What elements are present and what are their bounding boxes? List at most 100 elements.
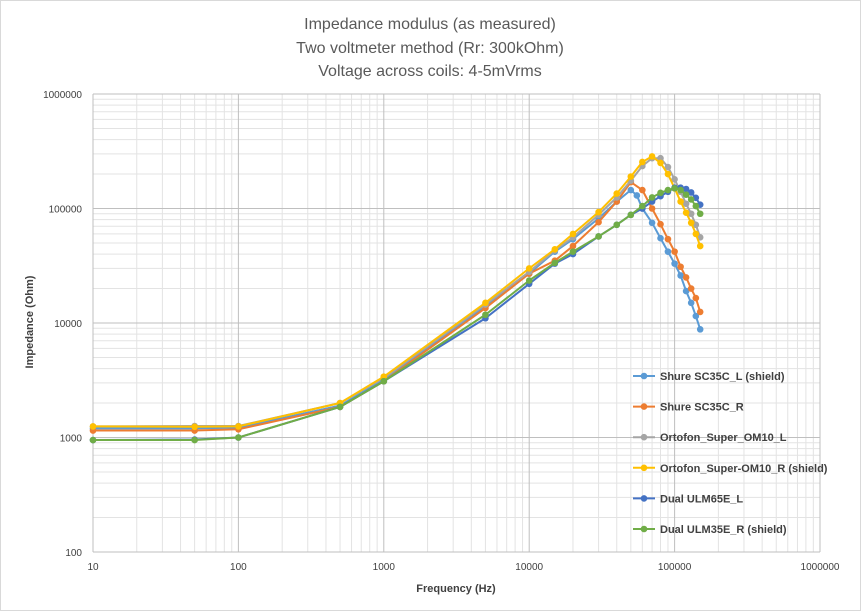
data-point: [657, 189, 664, 197]
legend-label: Shure SC35C_L (shield): [660, 371, 785, 383]
data-point: [639, 158, 646, 166]
legend-item: Shure SC35C_R: [633, 402, 744, 414]
x-axis-label: Frequency (Hz): [416, 583, 496, 595]
data-point: [692, 312, 700, 320]
data-point: [657, 159, 664, 167]
y-tick-label: 1000: [60, 434, 83, 445]
data-point: [682, 209, 690, 216]
x-tick-label: 10: [87, 562, 99, 573]
data-point: [569, 248, 577, 255]
data-point: [648, 153, 656, 160]
x-tick-label: 1000000: [801, 562, 840, 573]
series: [89, 186, 704, 432]
y-tick-label: 1000000: [43, 90, 82, 101]
data-point: [687, 196, 695, 203]
data-point: [235, 423, 242, 430]
data-point: [677, 263, 684, 271]
data-point: [89, 423, 97, 430]
data-point: [235, 434, 242, 441]
data-point: [336, 403, 344, 411]
series-line: [92, 157, 702, 428]
data-point: [692, 230, 700, 238]
data-point: [682, 185, 690, 193]
data-point: [677, 198, 684, 205]
data-point: [595, 218, 602, 226]
legend: Shure SC35C_L (shield) Shure SC35C_R Ortof…: [633, 371, 828, 536]
data-point: [627, 173, 635, 180]
data-point: [595, 208, 602, 216]
legend-item: Dual ULM35E_R (shield): [633, 524, 787, 536]
legend-label: Ortofon_Super-OM10_R (shield): [660, 463, 828, 475]
legend-swatch-marker: [640, 372, 648, 380]
legend-swatch-marker: [640, 495, 648, 502]
legend-item: Ortofon_Super_OM10_L: [633, 432, 787, 444]
legend-label: Dual ULM35E_R (shield): [660, 524, 787, 536]
x-tick-labels: 10 100 1000 10000 100000 1000000: [87, 562, 839, 573]
data-point: [569, 230, 577, 238]
data-point: [692, 294, 700, 302]
data-point: [664, 186, 672, 194]
data-point: [595, 233, 602, 240]
legend-swatch-marker: [640, 433, 648, 441]
series-line: [92, 155, 702, 428]
y-tick-labels: 100 1000 10000 100000 1000000: [43, 90, 82, 559]
data-point: [657, 234, 664, 242]
y-tick-label: 100: [65, 548, 82, 559]
data-point: [191, 436, 198, 444]
data-point: [380, 377, 388, 385]
data-point: [639, 186, 646, 194]
data-point: [677, 272, 684, 279]
title-line: Two voltmeter method (Rr: 300kOhm): [296, 40, 564, 57]
data-point: [657, 220, 664, 228]
data-point: [687, 285, 695, 292]
data-point: [380, 373, 388, 380]
y-tick-label: 100000: [49, 205, 83, 216]
data-point: [671, 260, 678, 267]
series-layer: [89, 153, 704, 444]
data-point: [687, 219, 695, 227]
data-point: [664, 235, 672, 243]
data-point: [482, 311, 489, 319]
data-point: [657, 154, 664, 162]
data-point: [671, 185, 678, 192]
series-line: [93, 187, 702, 442]
data-point: [696, 242, 704, 250]
legend-swatch-marker: [640, 403, 648, 410]
data-point: [639, 202, 646, 210]
data-point: [551, 246, 559, 253]
legend-label: Shure SC35C_R: [660, 402, 744, 414]
legend-label: Dual ULM65E_L: [660, 493, 743, 505]
data-point: [648, 219, 656, 227]
data-point: [525, 277, 533, 284]
legend-label: Ortofon_Super_OM10_L: [660, 432, 787, 444]
legend-swatch-marker: [640, 525, 648, 533]
series: [89, 185, 704, 444]
data-point: [671, 175, 678, 183]
series: [89, 154, 704, 430]
data-point: [696, 326, 704, 333]
y-axis-label: Impedance (Ohm): [24, 275, 36, 368]
data-point: [648, 194, 656, 201]
data-point: [191, 423, 198, 431]
data-point: [613, 190, 621, 197]
data-point: [627, 186, 635, 194]
x-tick-label: 100: [230, 562, 247, 573]
data-point: [687, 299, 695, 307]
data-point: [677, 186, 684, 194]
legend-item: Ortofon_Super-OM10_R (shield): [633, 463, 828, 475]
data-point: [682, 191, 690, 198]
grid-layer: [92, 93, 821, 553]
data-point: [682, 274, 690, 281]
data-point: [525, 265, 533, 272]
data-point: [664, 163, 672, 171]
data-point: [482, 299, 489, 307]
data-point: [627, 211, 635, 219]
data-point: [569, 242, 577, 250]
series: [89, 184, 704, 444]
data-point: [682, 287, 690, 295]
data-point: [633, 192, 641, 199]
x-tick-label: 100000: [658, 562, 692, 573]
data-point: [664, 170, 672, 178]
